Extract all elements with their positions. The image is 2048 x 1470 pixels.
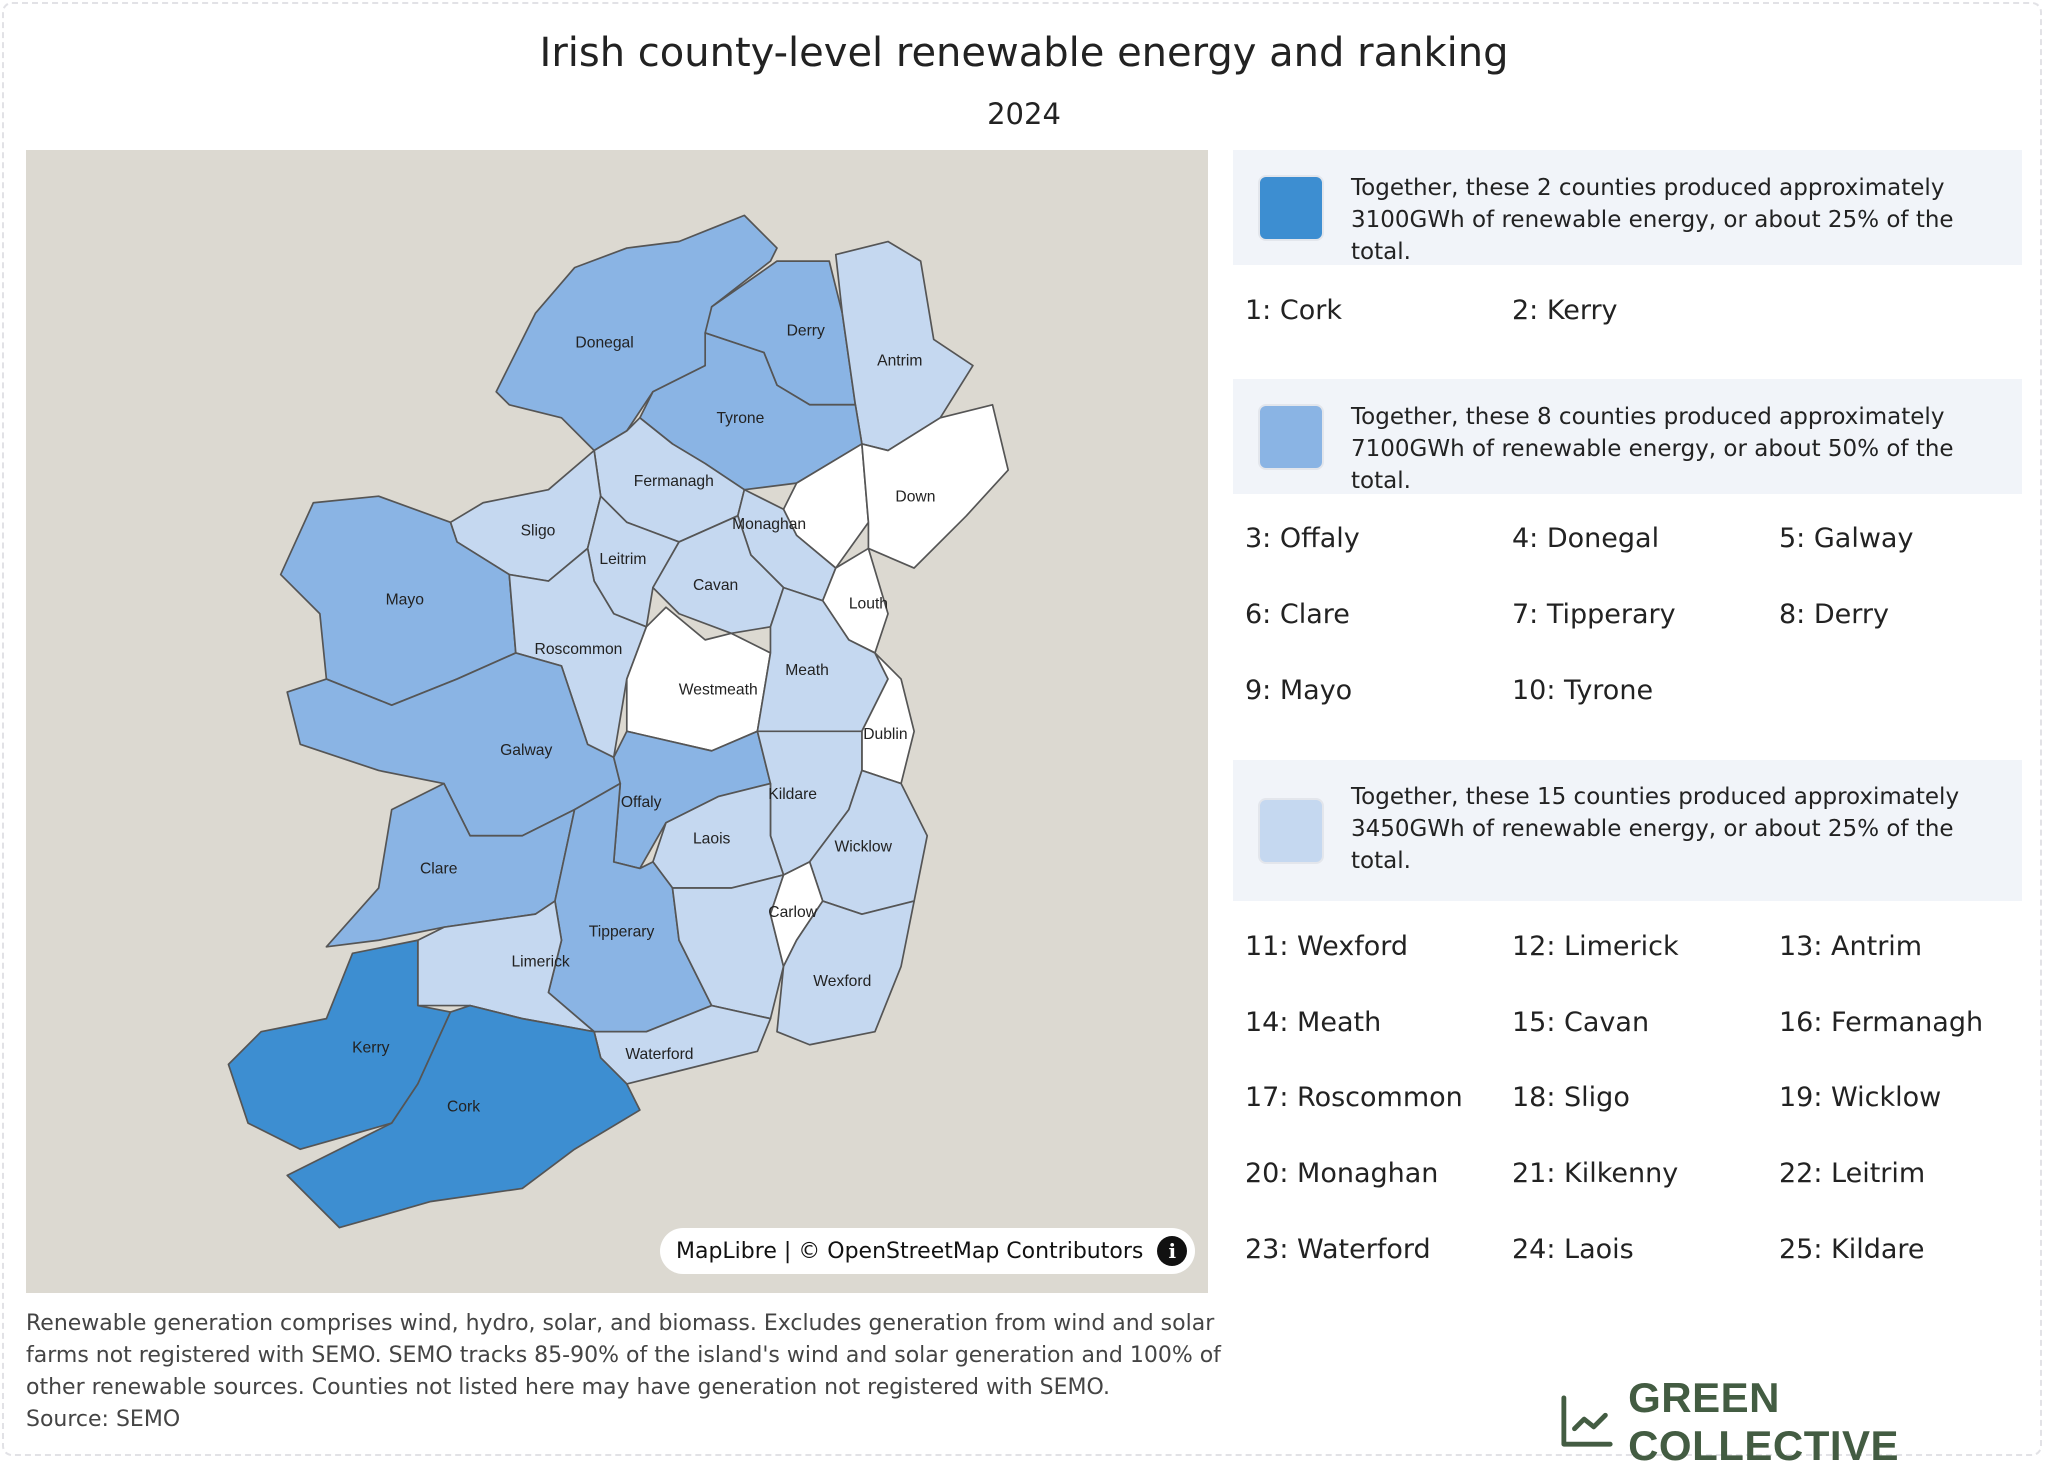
rank-item: 13: Antrim: [1779, 931, 1923, 962]
rank-item: 7: Tipperary: [1512, 599, 1676, 630]
legend-swatch: [1258, 174, 1324, 241]
rank-item: 5: Galway: [1779, 523, 1914, 554]
county-label-antrim: Antrim: [877, 353, 922, 370]
rank-item: 9: Mayo: [1245, 675, 1353, 706]
county-label-carlow: Carlow: [768, 904, 817, 921]
rank-item: 17: Roscommon: [1245, 1082, 1463, 1113]
county-label-laois: Laois: [693, 831, 731, 848]
rank-item: 20: Monaghan: [1245, 1158, 1439, 1189]
rank-item: 11: Wexford: [1245, 931, 1409, 962]
county-cork[interactable]: [286, 1004, 641, 1229]
map-attribution: MapLibre | © OpenStreetMap Contributors …: [660, 1228, 1196, 1274]
county-choropleth[interactable]: Donegal Derry Antrim Tyrone Fermanagh Down Mon…: [26, 150, 1208, 1293]
rank-item: 12: Limerick: [1512, 931, 1679, 962]
map[interactable]: Donegal Derry Antrim Tyrone Fermanagh Down Mon…: [26, 150, 1208, 1293]
rank-item: 16: Fermanagh: [1779, 1007, 1984, 1038]
page-subtitle: 2024: [987, 97, 1061, 131]
rank-item: 18: Sligo: [1512, 1082, 1630, 1113]
county-label-waterford: Waterford: [625, 1046, 693, 1063]
county-label-donegal: Donegal: [575, 334, 633, 351]
group-summary-tier2: Together, these 8 counties produced appr…: [1233, 379, 2022, 494]
rank-item: 3: Offaly: [1245, 523, 1360, 554]
county-label-clare: Clare: [420, 861, 458, 878]
rank-item: 4: Donegal: [1512, 523, 1660, 554]
county-label-offaly: Offaly: [621, 794, 662, 811]
rank-item: 1: Cork: [1245, 295, 1342, 326]
info-icon[interactable]: i: [1157, 1236, 1188, 1266]
logo-text: GREEN COLLECTIVE: [1628, 1374, 1900, 1469]
footnote-text: Renewable generation comprises wind, hyd…: [26, 1311, 1221, 1400]
county-label-westmeath: Westmeath: [679, 682, 758, 699]
county-label-cavan: Cavan: [693, 577, 738, 594]
county-label-tyrone: Tyrone: [716, 410, 764, 427]
county-label-mayo: Mayo: [386, 592, 425, 609]
county-label-kildare: Kildare: [768, 786, 817, 803]
county-label-limerick: Limerick: [511, 953, 569, 970]
county-label-wexford: Wexford: [813, 973, 871, 990]
county-label-cork: Cork: [447, 1098, 480, 1115]
rank-item: 6: Clare: [1245, 599, 1350, 630]
group-summary-text: Together, these 2 counties produced appr…: [1351, 175, 1954, 265]
county-kerry[interactable]: [227, 939, 452, 1151]
county-label-monaghan: Monaghan: [732, 516, 806, 533]
county-label-sligo: Sligo: [521, 522, 556, 539]
page-title: Irish county-level renewable energy and …: [539, 30, 1509, 76]
rank-item: 8: Derry: [1779, 599, 1889, 630]
county-label-louth: Louth: [849, 596, 888, 613]
county-label-dublin: Dublin: [863, 726, 907, 743]
county-label-meath: Meath: [785, 662, 829, 679]
county-label-derry: Derry: [787, 323, 825, 340]
attribution-text[interactable]: MapLibre | © OpenStreetMap Contributors: [676, 1238, 1144, 1264]
legend-swatch: [1258, 797, 1324, 864]
rank-item: 14: Meath: [1245, 1007, 1382, 1038]
rank-item: 24: Laois: [1512, 1234, 1634, 1265]
county-label-wicklow: Wicklow: [834, 838, 892, 855]
county-wexford[interactable]: [776, 900, 915, 1046]
rank-item: 25: Kildare: [1779, 1234, 1925, 1265]
rank-item: 15: Cavan: [1512, 1007, 1650, 1038]
county-label-roscommon: Roscommon: [535, 641, 623, 658]
county-label-kerry: Kerry: [352, 1040, 390, 1057]
county-label-tipperary: Tipperary: [589, 923, 655, 940]
rank-item: 2: Kerry: [1512, 295, 1618, 326]
county-label-down: Down: [895, 488, 935, 505]
rank-item: 21: Kilkenny: [1512, 1158, 1679, 1189]
county-down[interactable]: [861, 403, 1010, 569]
line-chart-icon: [1561, 1395, 1613, 1447]
rank-item: 23: Waterford: [1245, 1234, 1431, 1265]
legend-swatch: [1258, 403, 1324, 470]
group-summary-tier3: Together, these 15 counties produced app…: [1233, 760, 2022, 901]
group-summary-tier1: Together, these 2 counties produced appr…: [1233, 150, 2022, 265]
county-tyrone[interactable]: [639, 332, 863, 491]
county-label-galway: Galway: [500, 742, 552, 759]
county-donegal[interactable]: [495, 214, 778, 452]
rank-item: 10: Tyrone: [1512, 675, 1654, 706]
group-summary-text: Together, these 8 counties produced appr…: [1351, 404, 1954, 494]
county-limerick[interactable]: [416, 900, 595, 1033]
county-label-leitrim: Leitrim: [599, 551, 646, 568]
footnote: Renewable generation comprises wind, hyd…: [26, 1308, 1226, 1436]
rank-item: 19: Wicklow: [1779, 1082, 1942, 1113]
group-summary-text: Together, these 15 counties produced app…: [1351, 784, 1960, 874]
county-label-fermanagh: Fermanagh: [634, 473, 714, 490]
logo: GREEN COLLECTIVE: [1560, 1374, 2048, 1470]
rank-item: 22: Leitrim: [1779, 1158, 1926, 1189]
footnote-source: Source: SEMO: [26, 1407, 181, 1432]
